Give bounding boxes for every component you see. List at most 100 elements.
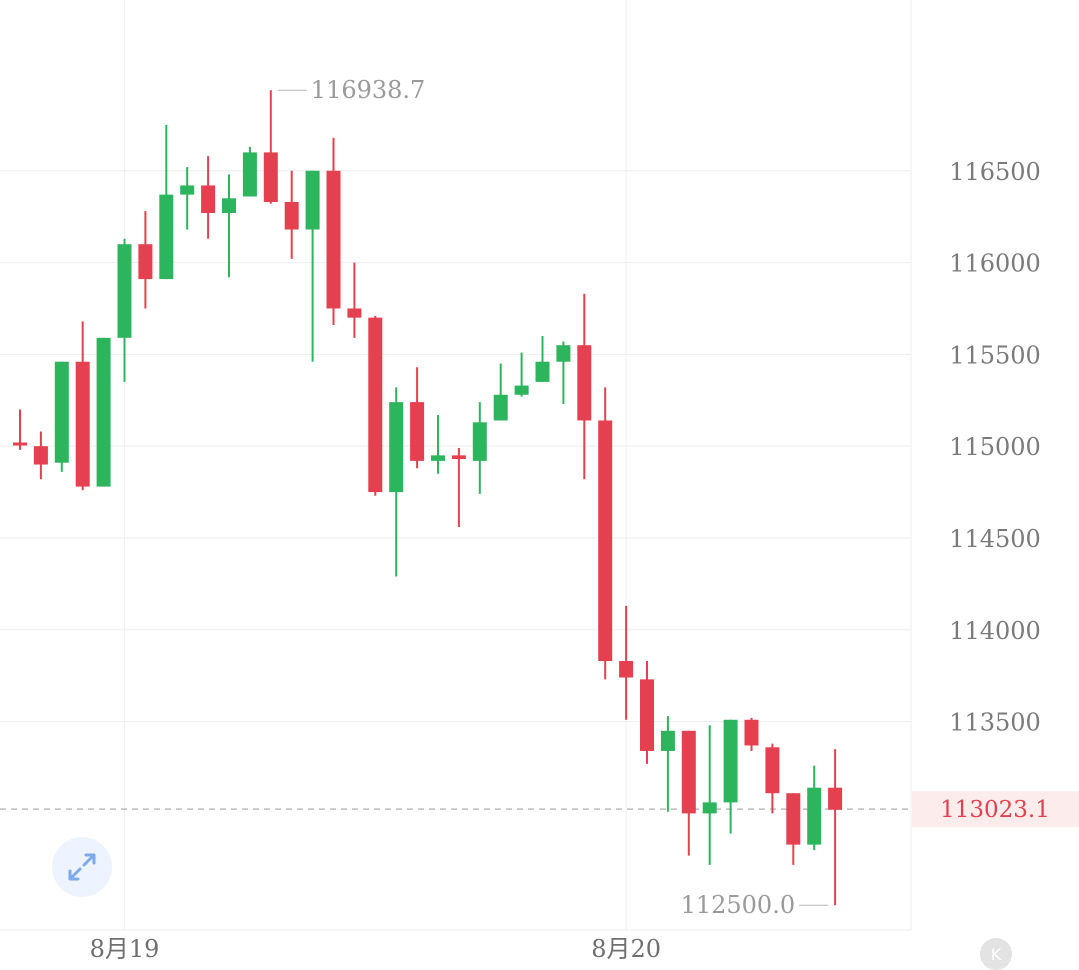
candle-body xyxy=(765,747,780,794)
candle xyxy=(368,315,383,496)
candle xyxy=(222,174,236,278)
candle-body xyxy=(368,317,383,493)
candle xyxy=(13,409,27,450)
candle xyxy=(305,170,320,362)
candle xyxy=(514,352,529,397)
candle-body xyxy=(807,787,822,845)
candle-body xyxy=(326,170,341,309)
k-button[interactable]: K xyxy=(980,938,1012,970)
candle-body xyxy=(201,185,216,213)
candle-body xyxy=(284,201,299,230)
candle xyxy=(180,167,195,230)
candle-body xyxy=(75,361,90,487)
price-tick-label: 116500 xyxy=(949,158,1041,186)
date-tick-label: 8月20 xyxy=(591,935,661,963)
candle-body xyxy=(702,802,717,814)
candles xyxy=(13,90,843,906)
price-tick-label: 115000 xyxy=(949,433,1041,461)
candle xyxy=(640,661,654,764)
candle-body xyxy=(577,345,592,421)
candle xyxy=(472,402,487,494)
candle-body xyxy=(180,185,195,195)
candle-body xyxy=(472,422,487,461)
low-price-label: 112500.0 xyxy=(681,891,796,919)
candle-body xyxy=(13,442,27,446)
candle xyxy=(326,137,341,325)
high-price-label: 116938.7 xyxy=(311,76,426,104)
price-tick-label: 115500 xyxy=(949,341,1041,369)
candle xyxy=(54,361,69,472)
candle xyxy=(33,431,48,480)
price-tick-label: 114000 xyxy=(949,617,1041,645)
candle xyxy=(75,321,90,491)
date-tick-label: 8月19 xyxy=(90,935,160,963)
candle xyxy=(159,124,174,280)
candle-body xyxy=(451,455,466,460)
candle xyxy=(702,725,717,865)
candle xyxy=(201,156,216,239)
candle xyxy=(431,414,445,474)
candle xyxy=(619,605,634,720)
candle-body xyxy=(598,420,613,662)
candle xyxy=(451,448,466,527)
candle-body xyxy=(681,730,696,814)
expand-button[interactable] xyxy=(52,837,112,897)
candle-body xyxy=(138,244,153,280)
candle xyxy=(660,716,675,812)
candle xyxy=(138,211,153,309)
candle-body xyxy=(33,446,48,465)
candle xyxy=(807,765,822,851)
extreme-markers: 116938.7 112500.0 xyxy=(277,76,829,919)
candle-body xyxy=(660,730,675,751)
candle xyxy=(493,363,508,421)
candle xyxy=(786,793,801,865)
price-tick-label: 113500 xyxy=(949,709,1041,737)
candle-body xyxy=(493,394,508,421)
candle xyxy=(723,719,738,834)
price-axis: 116500 116000 115500 115000 114500 114000 1135… xyxy=(949,158,1041,737)
candle-body xyxy=(54,361,69,463)
candle xyxy=(556,341,571,404)
candle xyxy=(828,749,843,906)
candle-body xyxy=(431,455,445,461)
candle xyxy=(577,293,592,480)
candle-body xyxy=(556,345,571,362)
candle-body xyxy=(117,244,132,338)
expand-arrows-icon xyxy=(68,853,96,881)
candle xyxy=(535,336,550,382)
candle-body xyxy=(242,152,257,197)
candle xyxy=(117,238,132,382)
candle xyxy=(681,730,696,856)
price-tick-label: 114500 xyxy=(949,525,1041,553)
candle-body xyxy=(640,679,654,751)
candle-body xyxy=(723,719,738,803)
candle-body xyxy=(410,402,425,461)
time-axis: 8月19 8月20 xyxy=(90,935,661,963)
last-price-line: 113023.1 xyxy=(0,791,1079,828)
candle-body xyxy=(96,337,111,487)
k-label: K xyxy=(990,944,1002,964)
price-tick-label: 116000 xyxy=(949,250,1041,278)
candle xyxy=(347,262,362,338)
candle xyxy=(96,337,111,487)
candle xyxy=(389,387,404,577)
candle-body xyxy=(786,793,801,845)
candle-body xyxy=(159,194,174,280)
candle-body xyxy=(619,661,634,678)
candle-body xyxy=(514,385,529,395)
candle xyxy=(284,170,299,259)
candle-body xyxy=(744,719,759,746)
candle-body xyxy=(263,152,278,202)
candle-body xyxy=(535,361,550,382)
last-price-label: 113023.1 xyxy=(940,797,1050,823)
candle xyxy=(765,743,780,814)
candle-body xyxy=(389,402,404,493)
candle-body xyxy=(347,308,362,318)
candle xyxy=(242,146,257,197)
candle xyxy=(598,387,613,680)
candle-body xyxy=(828,787,843,810)
last-price-badge xyxy=(912,791,1079,828)
candle xyxy=(744,717,759,751)
candle xyxy=(410,367,425,469)
